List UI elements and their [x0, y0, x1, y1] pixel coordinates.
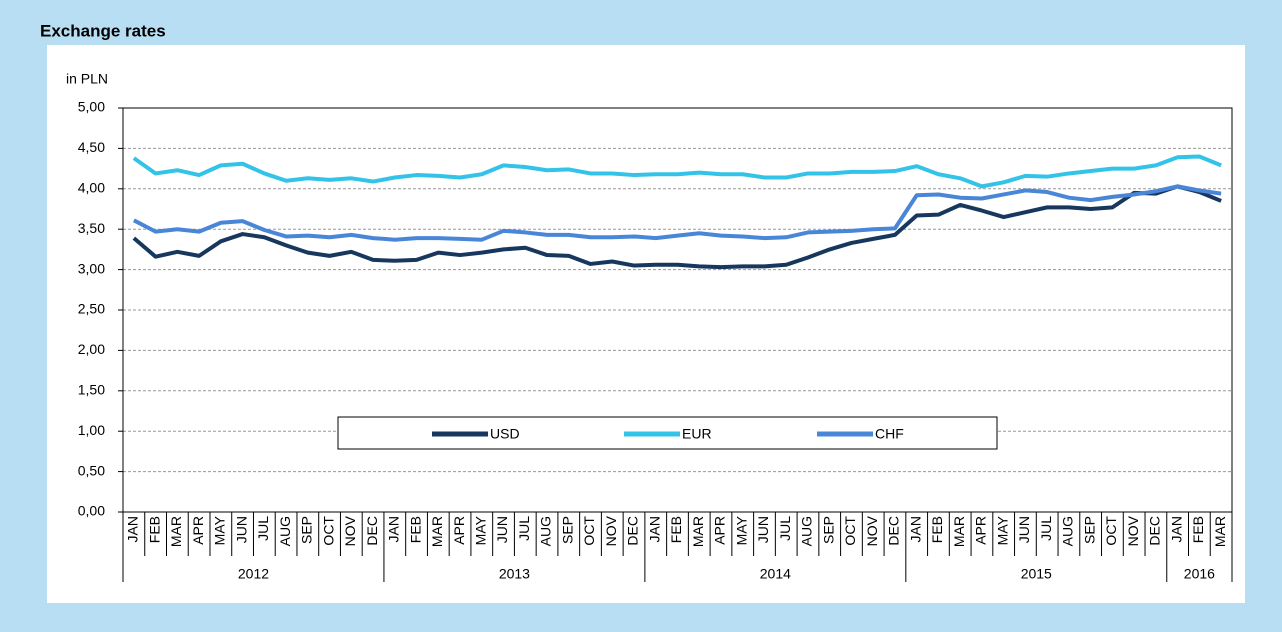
x-tick-label: JAN: [907, 516, 923, 542]
y-tick-label: 0,00: [78, 503, 105, 519]
x-tick-label: APR: [973, 516, 989, 545]
x-tick-label: OCT: [1103, 516, 1119, 546]
x-tick-label: DEC: [1147, 516, 1163, 546]
x-tick-label: AUG: [1060, 516, 1076, 546]
x-tick-label: JUL: [1038, 516, 1054, 541]
x-tick-label: MAY: [994, 515, 1010, 545]
y-tick-label: 5,00: [78, 99, 105, 115]
x-tick-label: FEB: [668, 516, 684, 543]
x-tick-label: DEC: [886, 516, 902, 546]
x-tick-label: DEC: [364, 516, 380, 546]
x-tick-label: MAY: [733, 515, 749, 545]
x-tick-label: SEP: [820, 516, 836, 544]
x-tick-label: AUG: [538, 516, 554, 546]
y-tick-label: 4,50: [78, 139, 105, 155]
x-tick-label: APR: [451, 516, 467, 545]
x-tick-label: JUL: [516, 516, 532, 541]
y-tick-label: 1,50: [78, 382, 105, 398]
y-tick-label: 2,00: [78, 341, 105, 357]
year-label: 2013: [499, 566, 530, 582]
year-label: 2016: [1184, 566, 1215, 582]
x-tick-label: MAR: [690, 516, 706, 547]
x-tick-label: DEC: [625, 516, 641, 546]
x-tick-label: OCT: [581, 516, 597, 546]
x-tick-label: JUN: [755, 516, 771, 543]
x-tick-label: NOV: [864, 515, 880, 546]
x-tick-label: APR: [712, 516, 728, 545]
x-tick-label: JAN: [646, 516, 662, 542]
x-tick-label: MAR: [951, 516, 967, 547]
x-tick-label: JAN: [1168, 516, 1184, 542]
series-line: [132, 184, 1222, 242]
x-tick-label: OCT: [320, 516, 336, 546]
x-tick-label: FEB: [1190, 516, 1206, 543]
x-tick-label: FEB: [407, 516, 423, 543]
plot-frame: [122, 107, 1233, 513]
x-tick-label: APR: [190, 516, 206, 545]
x-tick-label: MAY: [212, 515, 228, 545]
x-tick-label: JUN: [494, 516, 510, 543]
year-label: 2014: [760, 566, 791, 582]
x-tick-label: MAY: [472, 515, 488, 545]
x-tick-label: MAR: [168, 516, 184, 547]
chart-panel: [47, 45, 1245, 603]
x-tick-label: JUN: [233, 516, 249, 543]
x-tick-label: NOV: [1125, 515, 1141, 546]
y-tick-label: 3,50: [78, 220, 105, 236]
x-tick-label: MAR: [1212, 516, 1228, 547]
x-tick-label: MAR: [429, 516, 445, 547]
y-axis-label: in PLN: [66, 71, 108, 87]
x-tick-label: SEP: [1081, 516, 1097, 544]
year-label: 2012: [238, 566, 269, 582]
legend-label: USD: [490, 426, 520, 442]
y-tick-label: 2,50: [78, 301, 105, 317]
y-tick-label: 4,00: [78, 180, 105, 196]
chart-title: Exchange rates: [40, 21, 166, 40]
x-tick-label: FEB: [929, 516, 945, 543]
x-tick-label: JUL: [255, 516, 271, 541]
y-tick-label: 1,00: [78, 422, 105, 438]
y-tick-label: 0,50: [78, 462, 105, 478]
y-tick-label: 3,00: [78, 260, 105, 276]
x-tick-label: NOV: [342, 515, 358, 546]
x-tick-label: OCT: [842, 516, 858, 546]
year-label: 2015: [1021, 566, 1052, 582]
legend-label: CHF: [875, 426, 904, 442]
x-tick-label: SEP: [299, 516, 315, 544]
x-tick-label: FEB: [146, 516, 162, 543]
x-tick-label: JUN: [1016, 516, 1032, 543]
x-tick-label: JAN: [386, 516, 402, 542]
series-line: [132, 184, 1222, 270]
series-line: [132, 154, 1222, 189]
legend-label: EUR: [682, 426, 712, 442]
x-tick-label: SEP: [559, 516, 575, 544]
x-tick-label: JUL: [777, 516, 793, 541]
x-tick-label: NOV: [603, 515, 619, 546]
x-tick-label: AUG: [277, 516, 293, 546]
x-tick-label: JAN: [125, 516, 141, 542]
x-tick-label: AUG: [799, 516, 815, 546]
